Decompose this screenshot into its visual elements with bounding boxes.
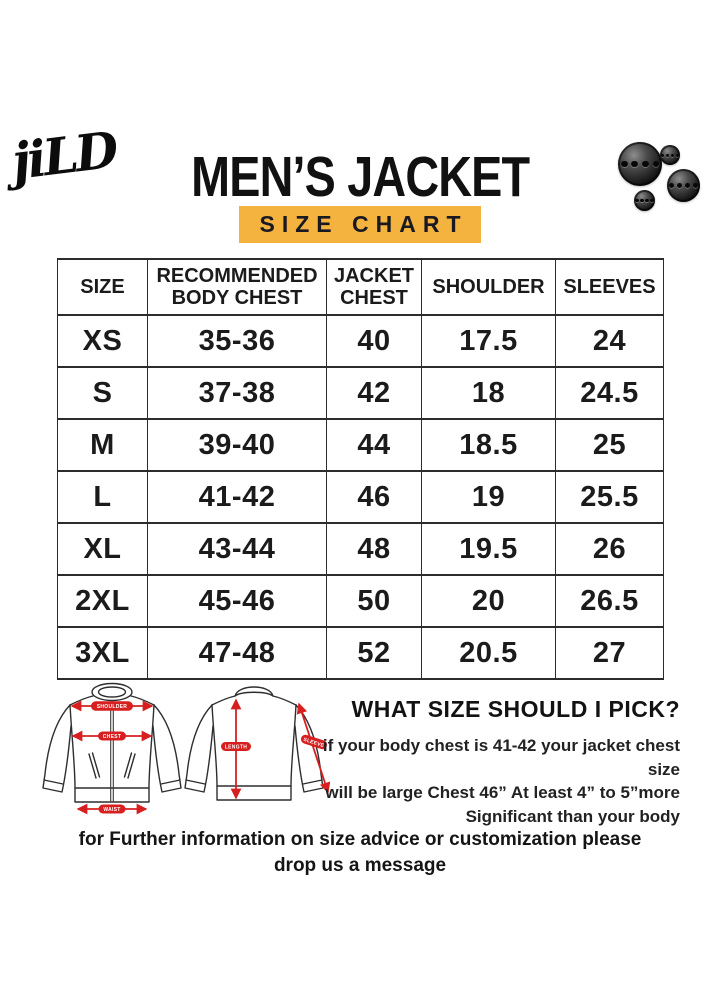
size-help-heading: WHAT SIZE SHOULD I PICK? bbox=[351, 696, 680, 722]
value-cell: 47-48 bbox=[147, 626, 327, 680]
column-header: RECOMMENDED BODY CHEST bbox=[147, 258, 327, 316]
value-cell: 25 bbox=[555, 418, 664, 472]
value-cell: 44 bbox=[326, 418, 422, 472]
table-row: 3XL 47-48 52 20.5 27 bbox=[57, 626, 664, 680]
jacket-buttons-icon bbox=[598, 132, 718, 240]
value-cell: 27 bbox=[555, 626, 664, 680]
size-cell: XS bbox=[57, 314, 148, 368]
back-jacket-diagram: LENGTH SLEEVE bbox=[184, 686, 331, 801]
value-cell: 45-46 bbox=[147, 574, 327, 628]
size-cell: XL bbox=[57, 522, 148, 576]
size-cell: M bbox=[57, 418, 148, 472]
column-header: JACKET CHEST bbox=[326, 258, 422, 316]
value-cell: 37-38 bbox=[147, 366, 327, 420]
column-header: SHOULDER bbox=[421, 258, 556, 316]
table-row: XS 35-36 40 17.5 24 bbox=[57, 314, 664, 368]
table-row: M 39-40 44 18.5 25 bbox=[57, 418, 664, 472]
value-cell: 46 bbox=[326, 470, 422, 524]
front-jacket-diagram: SHOULDER CHEST WAIST bbox=[42, 682, 182, 815]
chest-label-pill bbox=[98, 731, 126, 741]
value-cell: 25.5 bbox=[555, 470, 664, 524]
value-cell: 26.5 bbox=[555, 574, 664, 628]
front-jacket-outline bbox=[42, 682, 182, 803]
value-cell: 52 bbox=[326, 626, 422, 680]
length-label: LENGTH bbox=[225, 745, 247, 751]
table-row: L 41-42 46 19 25.5 bbox=[57, 470, 664, 524]
sleeve-arrow bbox=[296, 702, 331, 794]
column-header: SLEEVES bbox=[555, 258, 664, 316]
footer-line: for Further information on size advice o… bbox=[78, 829, 642, 850]
value-cell: 19.5 bbox=[421, 522, 556, 576]
value-cell: 20 bbox=[421, 574, 556, 628]
table-row: 2XL 45-46 50 20 26.5 bbox=[57, 574, 664, 628]
jacket-button-graphic bbox=[618, 142, 662, 186]
waist-label-pill bbox=[98, 804, 126, 814]
length-label-pill bbox=[221, 742, 251, 751]
value-cell: 18 bbox=[421, 366, 556, 420]
size-help-line: Significant than your body bbox=[465, 806, 680, 826]
value-cell: 41-42 bbox=[147, 470, 327, 524]
table-row: S 37-38 42 18 24.5 bbox=[57, 366, 664, 420]
page-title: MEN’S JACKET bbox=[190, 145, 530, 209]
table-header-row: SIZE RECOMMENDED BODY CHEST JACKET CHEST SH… bbox=[57, 258, 664, 316]
value-cell: 26 bbox=[555, 522, 664, 576]
value-cell: 48 bbox=[326, 522, 422, 576]
value-cell: 43-44 bbox=[147, 522, 327, 576]
value-cell: 35-36 bbox=[147, 314, 327, 368]
value-cell: 24.5 bbox=[555, 366, 664, 420]
shoulder-label: SHOULDER bbox=[97, 704, 128, 710]
value-cell: 50 bbox=[326, 574, 422, 628]
size-cell: L bbox=[57, 470, 148, 524]
size-table: SIZE RECOMMENDED BODY CHEST JACKET CHEST SH… bbox=[57, 258, 664, 680]
value-cell: 18.5 bbox=[421, 418, 556, 472]
size-cell: S bbox=[57, 366, 148, 420]
jacket-button-graphic bbox=[634, 190, 655, 211]
size-help-line: if your body chest is 41-42 your jacket … bbox=[322, 736, 680, 779]
value-cell: 39-40 bbox=[147, 418, 327, 472]
size-cell: 3XL bbox=[57, 626, 148, 680]
column-header: SIZE bbox=[57, 258, 148, 316]
size-help-line: will be large Chest 46” At least 4” to 5… bbox=[325, 783, 680, 802]
value-cell: 20.5 bbox=[421, 626, 556, 680]
value-cell: 24 bbox=[555, 314, 664, 368]
jacket-button-graphic bbox=[660, 145, 680, 165]
jacket-button-graphic bbox=[667, 169, 700, 202]
waist-label: WAIST bbox=[103, 807, 120, 813]
sleeve-label-pill bbox=[300, 734, 328, 750]
size-help-section: WHAT SIZE SHOULD I PICK? if your body ch… bbox=[300, 696, 680, 828]
size-cell: 2XL bbox=[57, 574, 148, 628]
footer-line: drop us a message bbox=[273, 855, 447, 876]
shoulder-label-pill bbox=[91, 701, 133, 711]
value-cell: 19 bbox=[421, 470, 556, 524]
footer-note: for Further information on size advice o… bbox=[0, 827, 720, 879]
table-row: XL 43-44 48 19.5 26 bbox=[57, 522, 664, 576]
title-wrap: MEN’S JACKET bbox=[0, 144, 720, 210]
chest-label: CHEST bbox=[103, 734, 121, 740]
value-cell: 42 bbox=[326, 366, 422, 420]
front-jacket-measure-arrows: SHOULDER CHEST WAIST bbox=[70, 700, 154, 815]
value-cell: 40 bbox=[326, 314, 422, 368]
size-chart-banner: SIZE CHART bbox=[239, 206, 481, 243]
size-chart-banner-label: SIZE CHART bbox=[259, 211, 468, 237]
value-cell: 17.5 bbox=[421, 314, 556, 368]
